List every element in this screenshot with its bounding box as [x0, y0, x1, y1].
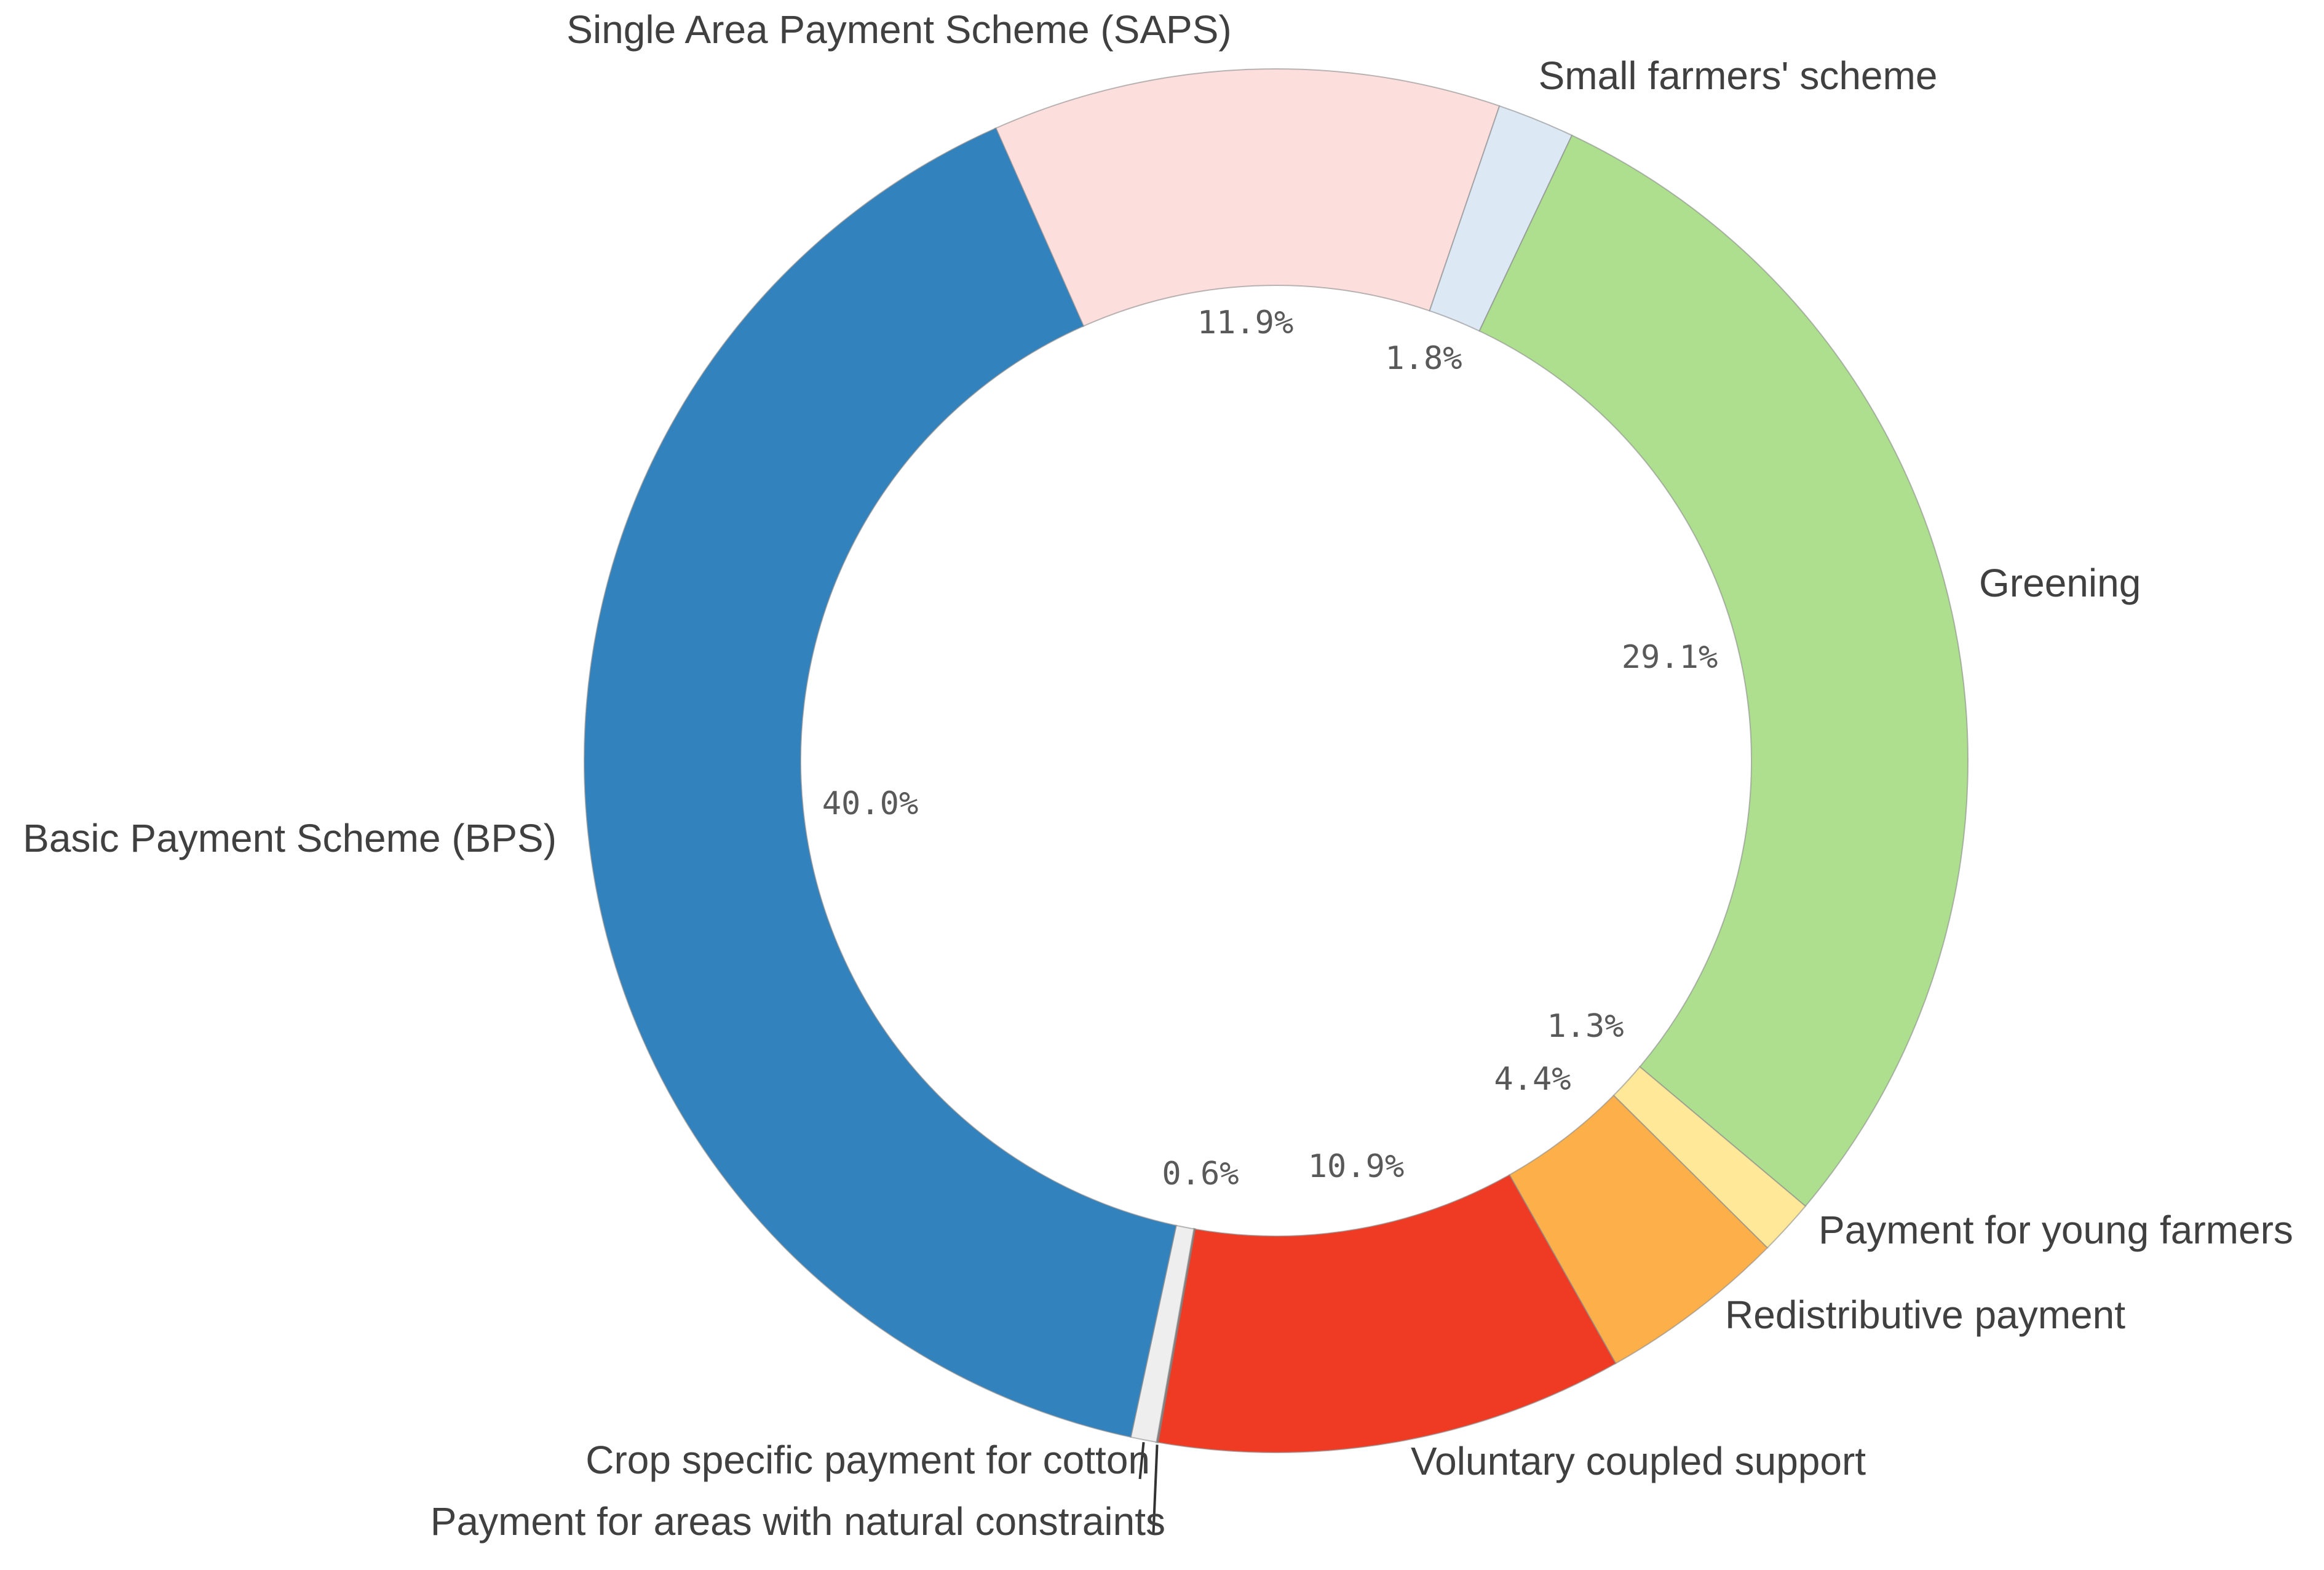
value-label-single-area-payment-scheme-saps: 11.9%	[1197, 304, 1294, 341]
value-label-greening: 29.1%	[1622, 639, 1718, 676]
value-labels-group: 11.9% 1.8% 29.1% 1.3% 4.4% 10.9% 0.6% 40.0%	[822, 304, 1718, 1192]
category-labels-group: Single Area Payment Scheme (SAPS) Small f…	[23, 7, 2293, 1544]
value-label-small-farmers-scheme: 1.8%	[1385, 340, 1462, 377]
category-label-basic-payment-scheme-bps: Basic Payment Scheme (BPS)	[23, 816, 557, 860]
value-label-crop-specific-payment-for-cotton: 0.6%	[1162, 1156, 1239, 1192]
slice-single-area-payment-scheme-saps[interactable]	[994, 68, 1501, 328]
leader-line-payment-for-areas-with-natural-constraints	[1152, 1445, 1159, 1533]
value-label-voluntary-coupled-support: 10.9%	[1308, 1148, 1405, 1185]
category-label-single-area-payment-scheme-saps: Single Area Payment Scheme (SAPS)	[566, 7, 1231, 52]
value-label-redistributive-payment: 4.4%	[1494, 1061, 1571, 1098]
category-label-crop-specific-payment-for-cotton: Crop specific payment for cotton	[585, 1438, 1150, 1482]
category-label-payment-for-areas-with-natural-constraints: Payment for areas with natural constrain…	[430, 1499, 1165, 1544]
category-label-redistributive-payment: Redistributive payment	[1725, 1293, 2125, 1337]
slice-basic-payment-scheme-bps[interactable]	[584, 127, 1177, 1438]
leader-lines-group	[1138, 1441, 1159, 1533]
leader-line-crop-specific-payment-for-cotton	[1138, 1441, 1145, 1480]
slice-greening[interactable]	[1478, 134, 1969, 1207]
category-label-small-farmers-scheme: Small farmers' scheme	[1539, 54, 1938, 98]
category-label-voluntary-coupled-support: Voluntary coupled support	[1411, 1439, 1866, 1483]
slice-voluntary-coupled-support[interactable]	[1157, 1174, 1617, 1454]
value-label-payment-for-young-farmers: 1.3%	[1547, 1008, 1624, 1045]
value-label-basic-payment-scheme-bps: 40.0%	[822, 785, 919, 822]
category-label-payment-for-young-farmers: Payment for young farmers	[1818, 1208, 2293, 1252]
category-label-greening: Greening	[1979, 561, 2141, 605]
slices-group	[584, 68, 1969, 1454]
